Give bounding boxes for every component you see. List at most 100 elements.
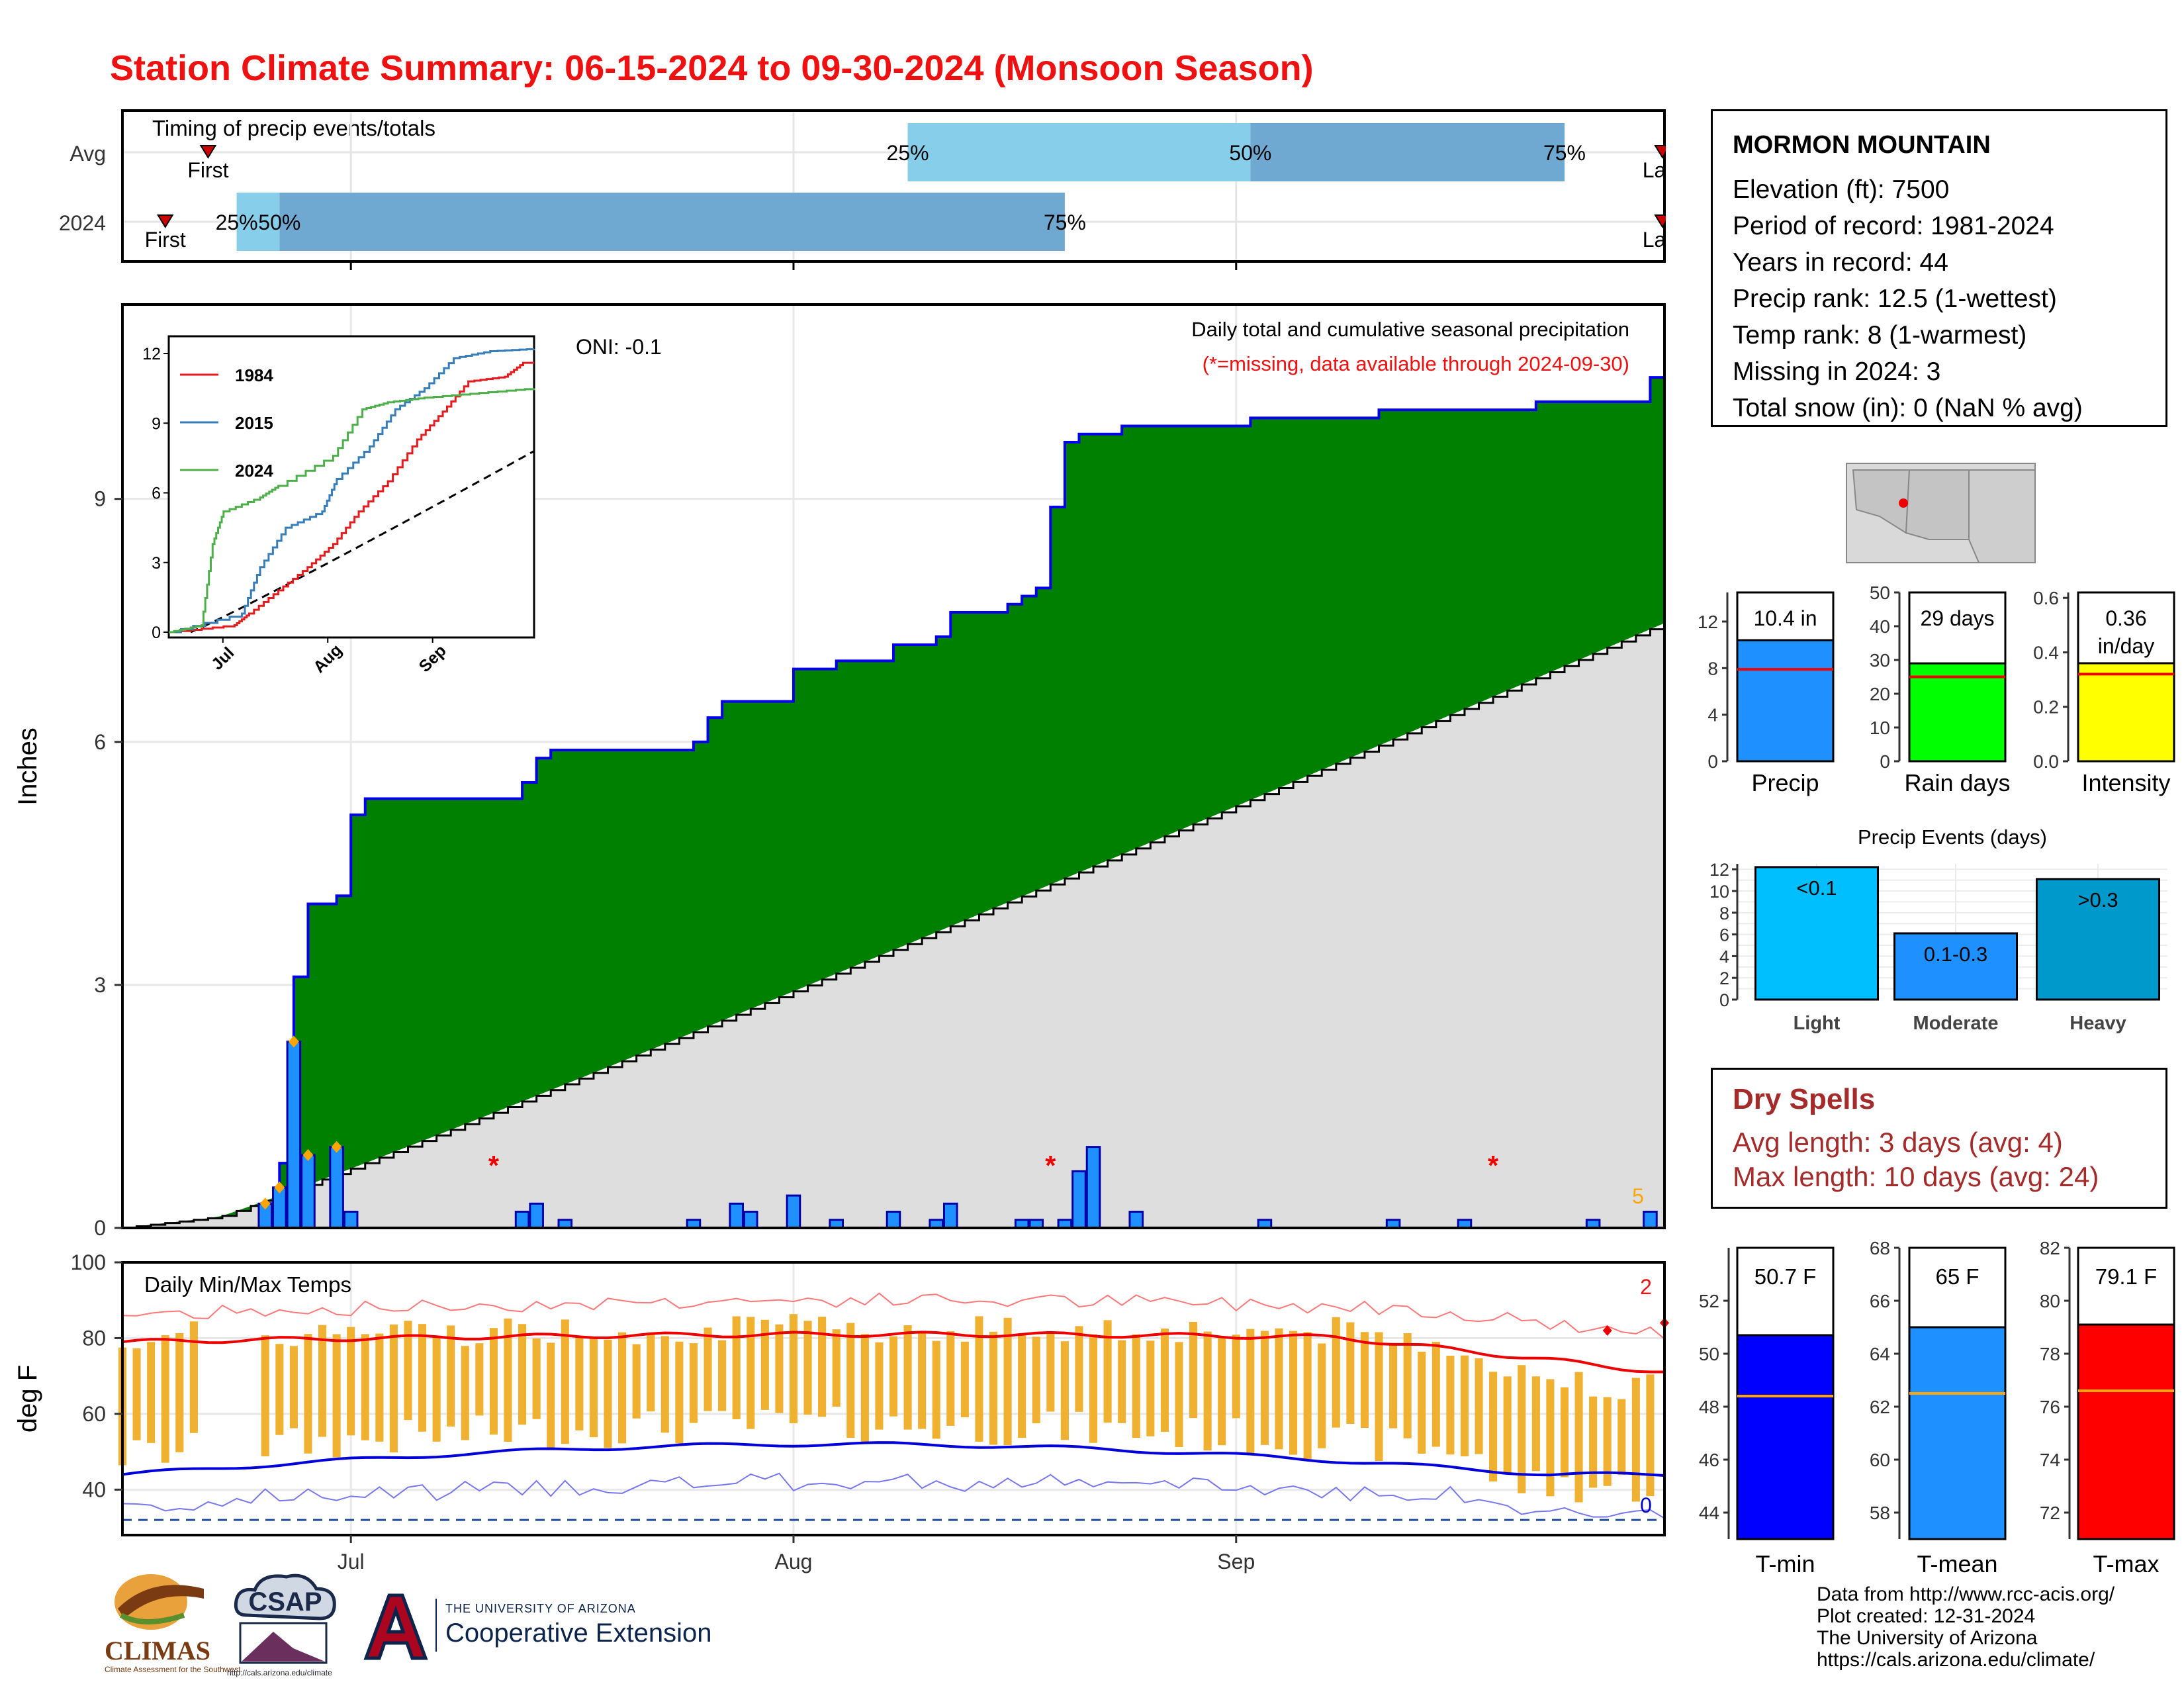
mini-ytick-label: 20: [1870, 684, 1890, 704]
dry-spells-box: Dry Spells Avg length: 3 days (avg: 4) M…: [1711, 1068, 2167, 1209]
temp-daily-range-bar: [618, 1332, 627, 1444]
temp-daily-range-bar: [175, 1333, 184, 1452]
temp-daily-range-bar: [1546, 1379, 1555, 1497]
temp-daily-range-bar: [660, 1336, 669, 1433]
temp-daily-range-bar: [760, 1319, 769, 1410]
temp-daily-range-bar: [475, 1343, 484, 1416]
temp-daily-range-bar: [1303, 1332, 1312, 1459]
temp-daily-range-bar: [532, 1338, 541, 1419]
temp-daily-range-bar: [1103, 1320, 1112, 1423]
ua-a-shape: [363, 1593, 428, 1660]
temp-daily-range-bar: [518, 1324, 527, 1425]
precip-missing-marker: *: [1488, 1150, 1499, 1181]
temp-daily-range-bar: [361, 1334, 369, 1440]
temp-daily-range-bar: [632, 1344, 641, 1419]
temp-daily-range-bar: [461, 1346, 469, 1440]
precip-legend-text: Daily total and cumulative seasonal prec…: [1191, 318, 1629, 341]
temp-panel-frame: [121, 1261, 1666, 1536]
temp-daily-range-bar: [432, 1336, 441, 1442]
temp-daily-range-bar: [1360, 1332, 1369, 1428]
temp-average-min-line: [122, 1441, 1665, 1477]
temp-ytick-label: 60: [82, 1402, 106, 1426]
temp-daily-range-bar: [132, 1348, 141, 1440]
month-label: Jul: [338, 1550, 365, 1573]
precip-intensity-marker: [302, 1149, 314, 1161]
temp-daily-range-bar: [318, 1325, 327, 1437]
station-snow: Total snow (in): 0 (NaN % avg): [1733, 394, 2083, 422]
temp-daily-range-bar: [689, 1343, 698, 1423]
mini-bar-Precip: [1736, 639, 1835, 763]
temp-bar-ytick-label: 68: [1870, 1238, 1890, 1258]
temp-daily-range-bar: [547, 1342, 555, 1450]
climas-subtitle: Climate Assessment for the Southwest: [105, 1665, 241, 1674]
timing-first-label: First: [187, 158, 228, 182]
temp-daily-range-bar: [1260, 1331, 1269, 1445]
temp-daily-range-bar: [589, 1337, 598, 1438]
temp-daily-range-bar: [732, 1316, 741, 1419]
events-ytick-label: 10: [1709, 882, 1729, 902]
temp-bar-ytick-label: 52: [1699, 1291, 1719, 1311]
month-label: Aug: [775, 1550, 813, 1573]
climas-logo: [114, 1574, 204, 1630]
temp-daily-range-bar: [1318, 1343, 1326, 1448]
precip-ylabel: Inches: [13, 727, 42, 806]
credits: Data from http://www.rcc-acis.org/ Plot …: [1817, 1583, 2115, 1671]
station-missing: Missing in 2024: 3: [1733, 357, 1941, 386]
inset-legend-label: 2015: [235, 413, 273, 433]
temp-daily-range-bar: [918, 1333, 927, 1429]
temp-daily-range-bar: [747, 1317, 755, 1429]
temp-bar-name: T-mean: [1917, 1550, 1997, 1577]
events-ytick-label: 4: [1719, 947, 1729, 966]
inset-series-1984: [169, 361, 534, 633]
temp-daily-range-bar: [1346, 1322, 1355, 1425]
precip-cumulative-line: [122, 376, 1664, 1229]
temp-daily-range-bar: [1603, 1397, 1612, 1486]
inset-legend-label: 1984: [235, 365, 273, 385]
temp-count-bottom: 0: [1640, 1493, 1652, 1517]
temp-daily-range-bar: [418, 1324, 427, 1432]
temp-bar-ytick-label: 82: [2040, 1238, 2060, 1258]
credit-university: The University of Arizona: [1817, 1627, 2038, 1649]
precip-daily-bar: [943, 1202, 958, 1229]
temp-daily-range-bar: [1475, 1358, 1483, 1454]
events-category-label: Light: [1794, 1013, 1841, 1034]
csap-logo: CSAP: [234, 1573, 336, 1664]
temp-daily-range-bar: [1060, 1341, 1069, 1440]
station-period: Period of record: 1981-2024: [1733, 212, 2054, 240]
temp-record-marker: [1602, 1325, 1612, 1336]
temp-daily-range-bar: [604, 1339, 612, 1448]
temp-daily-range-bar: [1631, 1378, 1640, 1502]
temp-daily-range-bar: [1332, 1317, 1340, 1428]
inset-ytick-label: 6: [152, 485, 161, 503]
temp-bar-ytick-label: 74: [2040, 1450, 2060, 1470]
map-state-nm: [1905, 469, 1970, 540]
timing-q50-label: 50%: [1229, 141, 1271, 165]
precip-daily-bar: [786, 1194, 801, 1229]
precip-ytick-label: 6: [94, 730, 106, 754]
mini-ytick-label: 10: [1870, 718, 1890, 738]
temp-bar-ytick-label: 66: [1870, 1291, 1890, 1311]
inset-ytick-label: 3: [152, 554, 161, 573]
station-info-box: MORMON MOUNTAIN Elevation (ft): 7500 Per…: [1711, 109, 2167, 427]
temp-daily-range-bar: [1518, 1365, 1526, 1493]
events-bar-label: <0.1: [1796, 876, 1837, 900]
csap-wordmark: CSAP: [248, 1587, 322, 1617]
temp-daily-range-bar: [675, 1341, 684, 1444]
temp-count-top: 2: [1640, 1275, 1652, 1299]
timing-q25-label: 25%: [216, 211, 258, 234]
precip-daily-bar: [1085, 1146, 1101, 1229]
temp-daily-range-bar: [1432, 1342, 1440, 1447]
temp-daily-range-bar: [846, 1323, 855, 1438]
temp-daily-range-bar: [718, 1340, 727, 1411]
precip-panel-frame: [121, 303, 1666, 1229]
temp-bar-ytick-label: 60: [1870, 1450, 1890, 1470]
timing-row-2024-label: 2024: [59, 211, 106, 235]
events-bar-Light: [1754, 866, 1879, 1001]
mini-bar-name: Intensity: [2081, 769, 2170, 796]
mini-ytick-label: 0.6: [2033, 588, 2059, 608]
temp-daily-range-bar: [975, 1316, 983, 1442]
timing-q75-label: 75%: [1543, 141, 1586, 165]
